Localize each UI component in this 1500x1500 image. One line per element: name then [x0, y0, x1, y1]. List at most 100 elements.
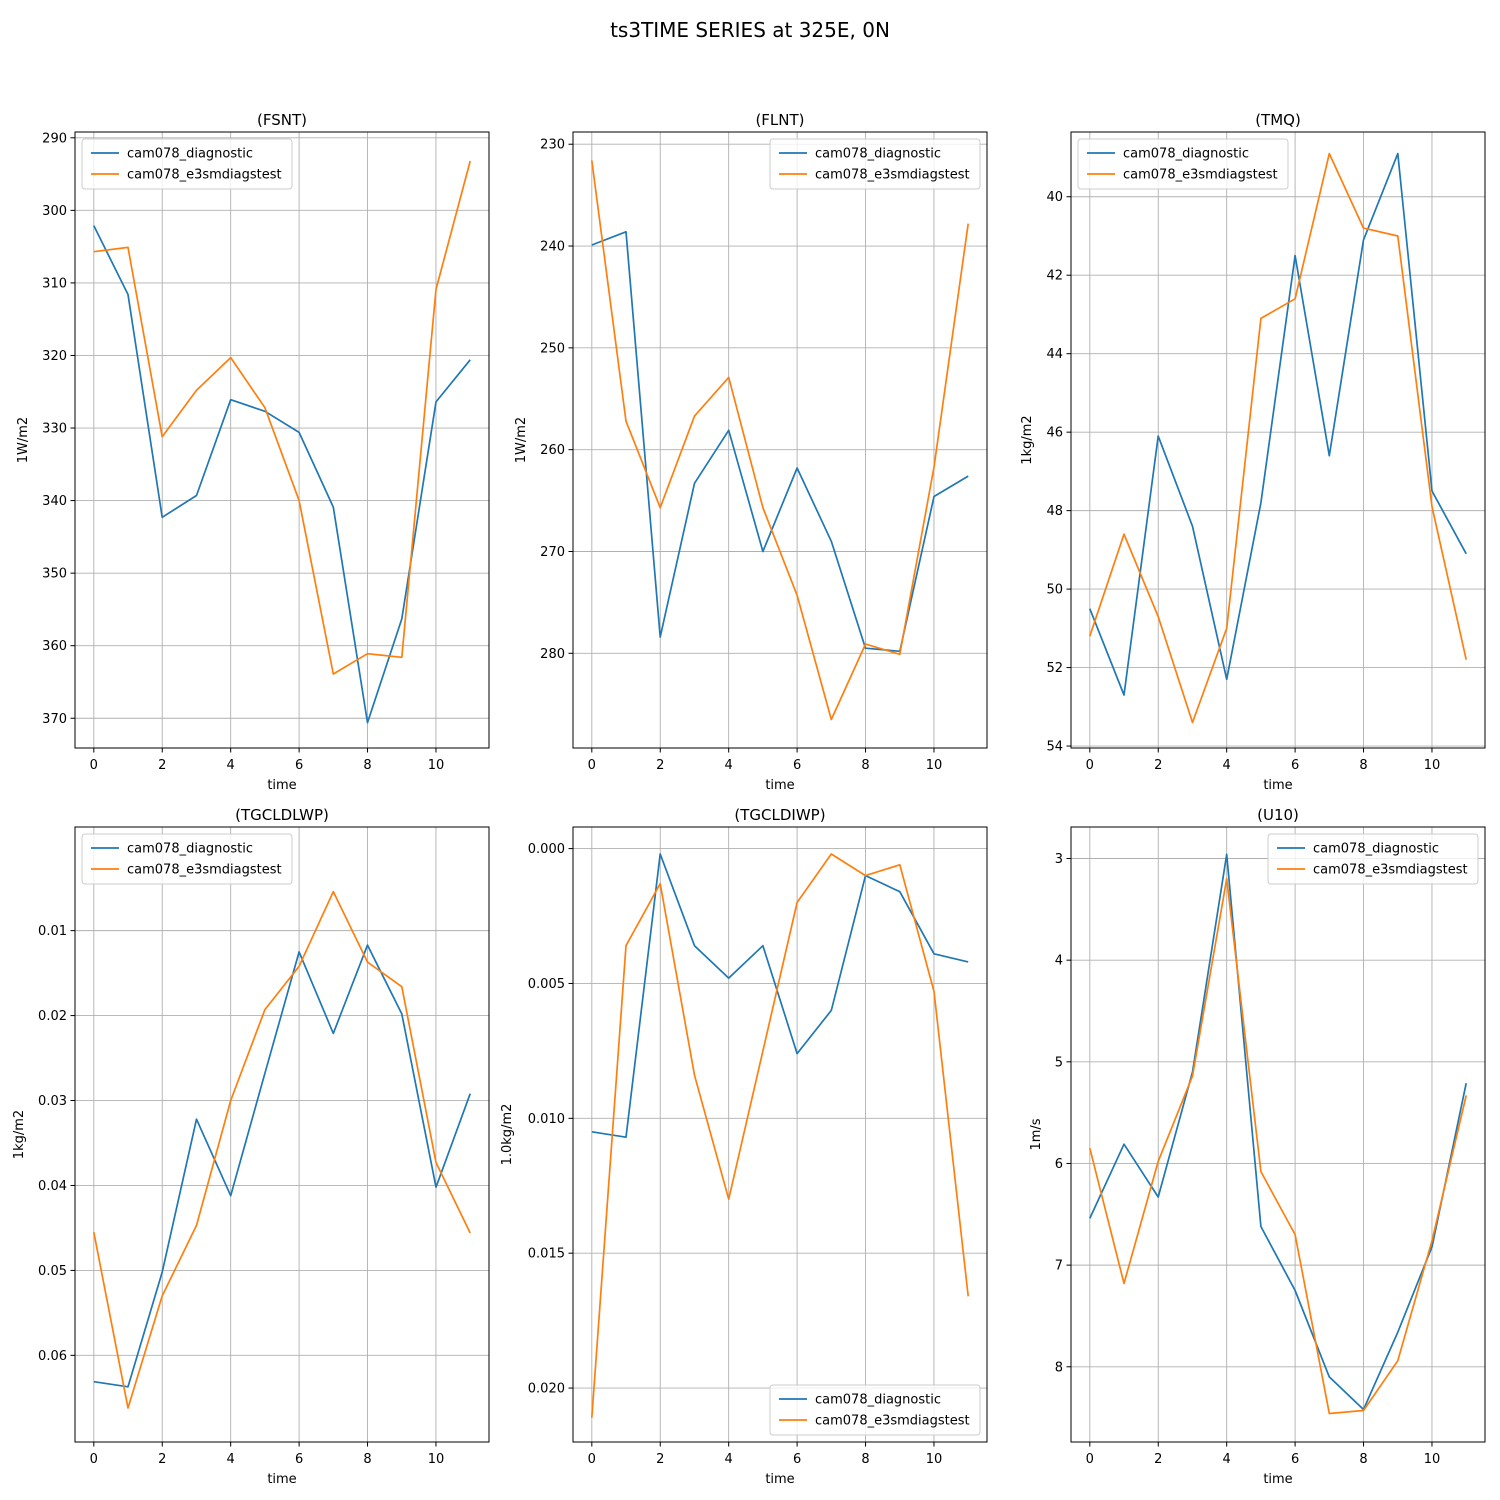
- x-tick-label: 2: [158, 758, 166, 773]
- y-tick-label: 40: [1046, 190, 1063, 205]
- x-tick-label: 2: [656, 1452, 664, 1467]
- x-tick-label: 8: [363, 1452, 371, 1467]
- y-tick-label: 0.005: [528, 977, 565, 992]
- x-tick-label: 0: [588, 758, 596, 773]
- axes-frame: [74, 826, 490, 1443]
- subplot-4: 0 2 4 6 8 10 0.000 0.005 0.010 0.015 0.020 (TGCLDIW…: [500, 806, 988, 1487]
- legend-label-0: cam078_diagnostic: [1313, 842, 1439, 857]
- x-tick-label: 10: [926, 758, 943, 773]
- legend-label-1: cam078_e3smdiagstest: [815, 168, 970, 183]
- subplot-2: 0 2 4 6 8 104042444648505254(TMQ)time1kg/m2ca…: [1020, 111, 1486, 793]
- x-tick-label: 4: [1223, 1452, 1231, 1467]
- plot-area: [1071, 132, 1485, 748]
- legend-label-1: cam078_e3smdiagstest: [1123, 168, 1278, 183]
- x-tick-label: 4: [227, 758, 235, 773]
- y-tick-label: 360: [42, 639, 67, 654]
- legend-label-1: cam078_e3smdiagstest: [127, 863, 282, 878]
- y-tick-label: 250: [540, 341, 565, 356]
- x-tick-label: 6: [295, 758, 303, 773]
- subplot-title: (TMQ): [1255, 111, 1301, 129]
- y-axis-label: 1kg/m2: [1020, 415, 1035, 464]
- x-axis-label: time: [1263, 1472, 1292, 1487]
- series-line-0: [93, 944, 471, 1388]
- y-tick-label: 3: [1055, 852, 1063, 867]
- x-tick-label: 10: [926, 1452, 943, 1467]
- x-tick-label: 10: [1424, 758, 1441, 773]
- y-axis-label: 1m/s: [1029, 1118, 1044, 1150]
- subplot-3: 0 2 4 6 8 10 0.01 0.02 0.03 0.04 0.05 0.06 (TGCLDLWP…: [12, 806, 490, 1487]
- x-tick-label: 4: [1223, 758, 1231, 773]
- y-tick-label: 8: [1055, 1360, 1063, 1375]
- legend-label-0: cam078_diagnostic: [815, 1393, 941, 1408]
- x-tick-label: 6: [793, 758, 801, 773]
- x-tick-label: 0: [90, 1452, 98, 1467]
- x-tick-label: 4: [725, 758, 733, 773]
- y-tick-label: 42: [1046, 269, 1063, 284]
- plot-area: [573, 132, 987, 748]
- subplot-title: (TGCLDLWP): [235, 806, 329, 824]
- y-tick-label: 300: [42, 204, 67, 219]
- x-tick-label: 6: [1291, 758, 1299, 773]
- x-tick-label: 6: [295, 1452, 303, 1467]
- legend: cam078_diagnostic cam078_e3smdiagstest: [1077, 138, 1289, 190]
- x-axis-label: time: [1263, 778, 1292, 793]
- legend-box: [1267, 833, 1479, 885]
- legend: cam078_diagnostic cam078_e3smdiagstest: [769, 1384, 981, 1436]
- y-tick-label: 7: [1055, 1259, 1063, 1274]
- y-tick-label: 6: [1055, 1157, 1063, 1172]
- y-tick-label: 0.06: [38, 1349, 67, 1364]
- series-line-0: [1089, 152, 1467, 696]
- series-line-1: [93, 160, 472, 675]
- series-line-0: [591, 853, 969, 1139]
- y-tick-label: 280: [540, 647, 565, 662]
- y-tick-label: 52: [1046, 661, 1063, 676]
- legend-label-1: cam078_e3smdiagstest: [1313, 863, 1468, 878]
- y-tick-label: 350: [42, 567, 67, 582]
- y-tick-label: 270: [540, 545, 565, 560]
- x-axis-label: time: [765, 778, 794, 793]
- x-tick-label: 6: [793, 1452, 801, 1467]
- x-tick-label: 0: [588, 1452, 596, 1467]
- y-tick-label: 310: [42, 276, 67, 291]
- series-line-0: [1089, 853, 1468, 1411]
- y-tick-label: 0.020: [528, 1382, 565, 1397]
- legend-label-0: cam078_diagnostic: [1123, 147, 1249, 162]
- y-tick-label: 0.010: [528, 1112, 565, 1127]
- x-tick-label: 8: [1359, 758, 1367, 773]
- axes-frame: [1070, 826, 1486, 1443]
- x-tick-label: 0: [1086, 758, 1094, 773]
- legend-label-1: cam078_e3smdiagstest: [127, 168, 282, 183]
- legend-label-1: cam078_e3smdiagstest: [815, 1414, 970, 1429]
- x-tick-label: 4: [725, 1452, 733, 1467]
- legend-box: [81, 138, 293, 190]
- x-tick-label: 10: [428, 1452, 445, 1467]
- subplot-title: (U10): [1257, 806, 1299, 824]
- y-tick-label: 4: [1055, 954, 1063, 969]
- subplot-5: 0 2 4 6 8 10 3 4 5 6 7 8 (U10) time 1m/s cam078_diagnos…: [1029, 806, 1486, 1487]
- y-axis-label: 1.0kg/m2: [500, 1104, 515, 1166]
- legend-box: [769, 1384, 981, 1436]
- x-tick-label: 2: [1154, 1452, 1162, 1467]
- legend: cam078_diagnostic cam078_e3smdiagstest: [769, 138, 981, 190]
- x-tick-label: 2: [158, 1452, 166, 1467]
- x-tick-label: 8: [363, 758, 371, 773]
- series-line-1: [1088, 877, 1468, 1415]
- series-line-1: [92, 890, 471, 1409]
- y-tick-label: 54: [1046, 740, 1063, 755]
- y-tick-label: 46: [1046, 426, 1063, 441]
- series-line-1: [590, 160, 970, 721]
- y-tick-label: 260: [540, 443, 565, 458]
- x-tick-label: 6: [1291, 1452, 1299, 1467]
- y-tick-label: 50: [1046, 583, 1063, 598]
- y-tick-label: 0.015: [528, 1247, 565, 1262]
- x-tick-label: 0: [1086, 1452, 1094, 1467]
- y-tick-label: 44: [1046, 347, 1063, 362]
- legend-box: [769, 138, 981, 190]
- y-tick-label: 370: [42, 712, 67, 727]
- y-tick-label: 290: [42, 131, 67, 146]
- y-tick-label: 320: [42, 349, 67, 364]
- y-axis-label: 1W/m2: [514, 417, 529, 463]
- legend-label-0: cam078_diagnostic: [127, 842, 253, 857]
- x-tick-label: 2: [1154, 758, 1162, 773]
- legend: cam078_diagnostic cam078_e3smdiagstest: [81, 833, 293, 885]
